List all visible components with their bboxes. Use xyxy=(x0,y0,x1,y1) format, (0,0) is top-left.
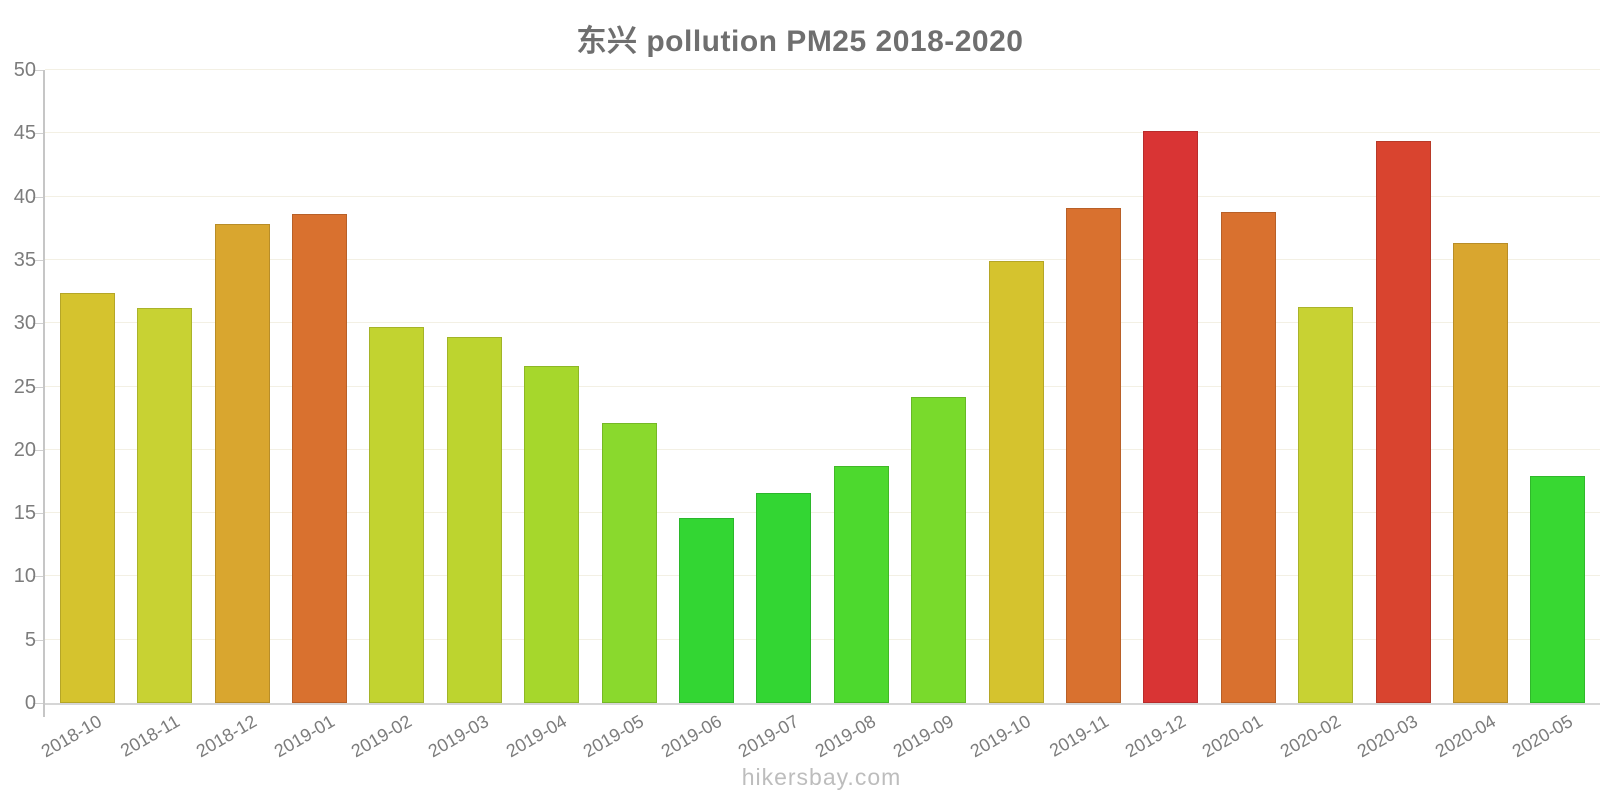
gridline-20 xyxy=(45,448,1600,450)
gridline-35 xyxy=(45,258,1600,260)
bar-2018-12[interactable] xyxy=(214,224,270,703)
y-axis-tick xyxy=(33,133,43,135)
x-axis-label-2020-02: 2020-02 xyxy=(1276,711,1344,762)
y-axis-tick xyxy=(33,513,43,515)
x-axis-label-2019-04: 2019-04 xyxy=(502,711,570,762)
gridline-10 xyxy=(45,575,1600,577)
x-axis-label-2019-09: 2019-09 xyxy=(889,711,957,762)
bar-2020-05[interactable] xyxy=(1530,476,1586,703)
bar-2019-10[interactable] xyxy=(988,261,1044,703)
gridline-50 xyxy=(45,69,1600,70)
bar-2020-01[interactable] xyxy=(1220,212,1276,703)
y-axis-tick-tail xyxy=(43,703,45,717)
x-axis-label-2019-08: 2019-08 xyxy=(812,711,880,762)
chart-title: 东兴 pollution PM25 2018-2020 xyxy=(576,25,1024,58)
bar-2019-02[interactable] xyxy=(369,327,425,703)
y-axis-label-45: 45 xyxy=(13,122,36,145)
y-axis-tick xyxy=(33,196,43,198)
bar-2018-10[interactable] xyxy=(59,293,115,703)
y-axis-label-50: 50 xyxy=(13,59,36,81)
y-axis-tick xyxy=(33,639,43,641)
x-axis-label-2020-04: 2020-04 xyxy=(1431,711,1499,762)
y-axis-tick xyxy=(33,323,43,325)
y-axis-label-35: 35 xyxy=(13,248,36,271)
y-axis-label-30: 30 xyxy=(13,312,36,335)
x-axis-label-2019-03: 2019-03 xyxy=(425,711,493,762)
bar-2019-09[interactable] xyxy=(911,397,967,703)
y-axis-label-40: 40 xyxy=(13,185,36,208)
y-axis-label-15: 15 xyxy=(13,502,36,525)
bar-2019-01[interactable] xyxy=(292,214,347,703)
y-axis-label-10: 10 xyxy=(13,565,36,588)
x-axis-label-2019-10: 2019-10 xyxy=(966,711,1035,762)
y-axis-tick xyxy=(33,259,43,261)
bar-2019-05[interactable] xyxy=(601,423,657,703)
y-axis-label-25: 25 xyxy=(13,375,36,398)
bar-2018-11[interactable] xyxy=(137,308,193,703)
x-axis-label-2020-01: 2020-01 xyxy=(1199,711,1267,762)
x-axis-label-2019-12: 2019-12 xyxy=(1121,711,1189,762)
x-axis-label-2019-01: 2019-01 xyxy=(270,711,338,762)
bar-2019-06[interactable] xyxy=(679,518,734,703)
x-axis-label-2018-12: 2018-12 xyxy=(192,711,261,762)
gridline-40 xyxy=(45,195,1600,197)
gridline-15 xyxy=(45,512,1600,514)
x-axis-label-2019-07: 2019-07 xyxy=(734,711,802,762)
bar-2019-08[interactable] xyxy=(833,466,889,703)
x-axis-label-2020-05: 2020-05 xyxy=(1508,711,1576,762)
bar-2019-12[interactable] xyxy=(1143,131,1199,703)
y-axis-label-0: 0 xyxy=(24,692,36,714)
y-axis-tick xyxy=(33,576,43,578)
x-axis-label-2020-03: 2020-03 xyxy=(1353,711,1422,762)
x-axis-line xyxy=(43,703,1600,705)
bar-2020-02[interactable] xyxy=(1298,307,1354,703)
y-axis-tick xyxy=(33,386,43,388)
gridline-30 xyxy=(45,322,1600,324)
bar-2020-04[interactable] xyxy=(1453,243,1508,703)
y-axis-tick xyxy=(33,70,43,71)
plot-area xyxy=(43,69,1600,703)
x-axis-label-2019-11: 2019-11 xyxy=(1045,711,1112,761)
x-axis-label-2019-02: 2019-02 xyxy=(347,711,415,762)
x-axis-label-2019-06: 2019-06 xyxy=(657,711,725,762)
bar-2019-04[interactable] xyxy=(524,366,580,703)
x-axis-label-2018-11: 2018-11 xyxy=(116,711,183,761)
bar-2019-07[interactable] xyxy=(756,493,812,703)
bar-2019-11[interactable] xyxy=(1066,208,1121,703)
x-axis-label-2018-10: 2018-10 xyxy=(38,711,106,762)
watermark: hikersbay.com xyxy=(741,764,902,790)
gridline-5 xyxy=(45,638,1600,640)
y-axis-tick xyxy=(33,449,43,451)
gridline-45 xyxy=(45,132,1600,134)
y-axis-label-20: 20 xyxy=(13,438,36,461)
gridline-25 xyxy=(45,385,1600,387)
bar-2019-03[interactable] xyxy=(446,337,502,703)
bar-2020-03[interactable] xyxy=(1375,141,1431,703)
x-axis-label-2019-05: 2019-05 xyxy=(579,711,648,762)
y-axis-tick xyxy=(33,703,43,704)
y-axis-label-5: 5 xyxy=(24,628,36,651)
